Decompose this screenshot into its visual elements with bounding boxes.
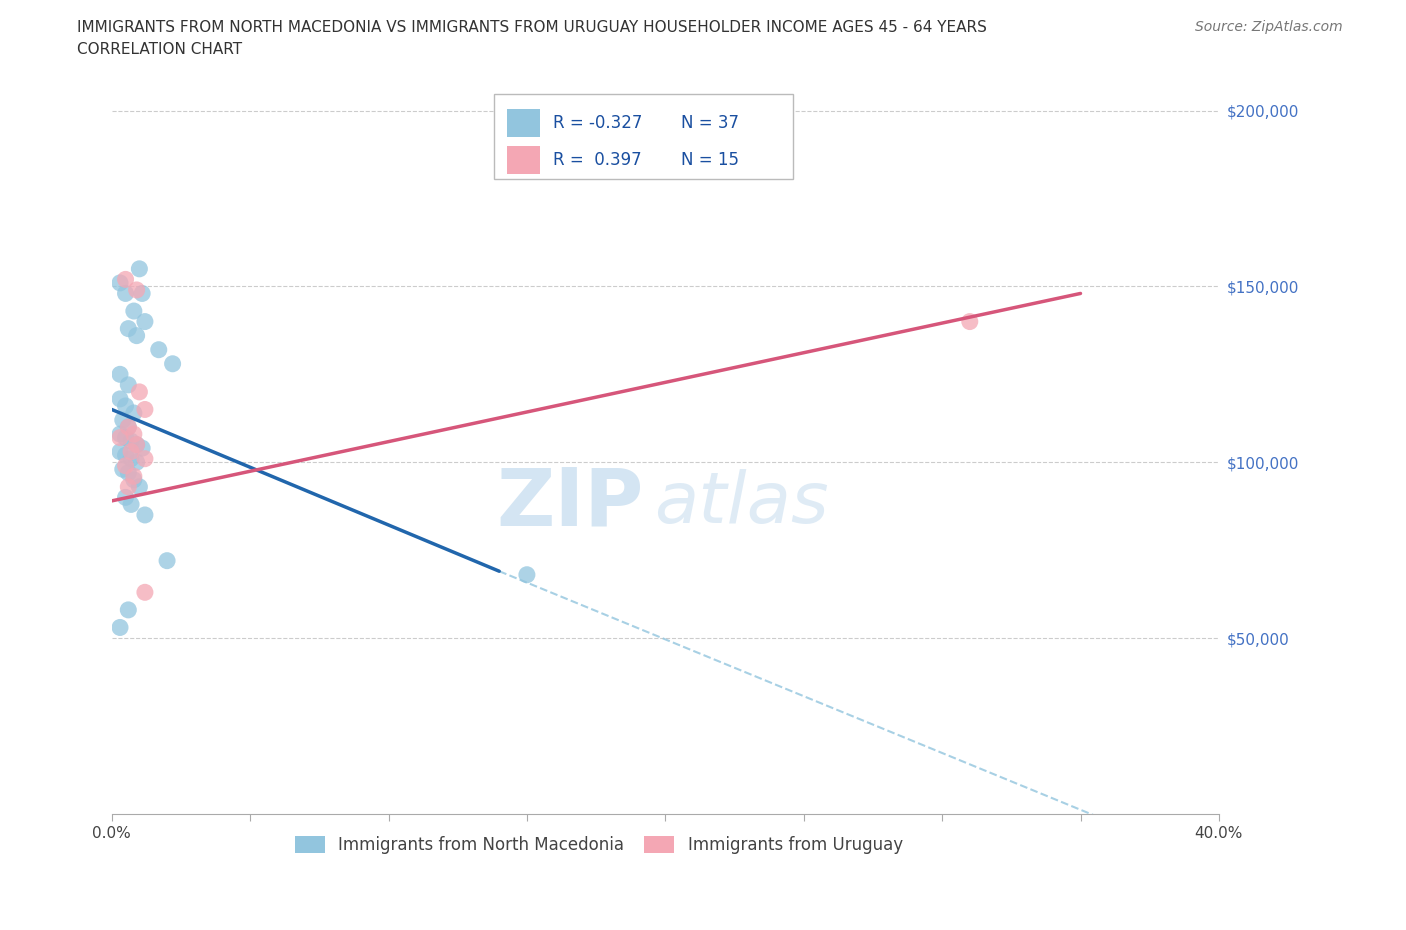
Point bbox=[134, 402, 156, 417]
Point bbox=[117, 419, 139, 434]
Point bbox=[114, 431, 136, 445]
Point bbox=[120, 497, 142, 512]
Point bbox=[108, 431, 131, 445]
Point bbox=[122, 469, 145, 484]
Point bbox=[148, 342, 170, 357]
Point bbox=[117, 321, 139, 336]
Point bbox=[108, 445, 131, 459]
Point bbox=[516, 567, 538, 582]
Point bbox=[128, 479, 150, 494]
Point bbox=[108, 366, 131, 381]
Point bbox=[114, 490, 136, 505]
Point bbox=[114, 447, 136, 462]
Point bbox=[114, 458, 136, 473]
Point bbox=[120, 445, 142, 459]
Point bbox=[156, 553, 179, 568]
Point bbox=[108, 392, 131, 406]
Text: IMMIGRANTS FROM NORTH MACEDONIA VS IMMIGRANTS FROM URUGUAY HOUSEHOLDER INCOME AG: IMMIGRANTS FROM NORTH MACEDONIA VS IMMIG… bbox=[77, 20, 987, 35]
FancyBboxPatch shape bbox=[508, 146, 540, 175]
Point bbox=[131, 286, 153, 301]
Point bbox=[117, 465, 139, 480]
Point bbox=[117, 378, 139, 392]
Point bbox=[108, 620, 131, 635]
Point bbox=[131, 441, 153, 456]
Point bbox=[108, 275, 131, 290]
Point bbox=[128, 261, 150, 276]
Point bbox=[134, 314, 156, 329]
Point bbox=[122, 472, 145, 487]
Legend: Immigrants from North Macedonia, Immigrants from Uruguay: Immigrants from North Macedonia, Immigra… bbox=[288, 830, 910, 861]
Text: atlas: atlas bbox=[654, 470, 830, 538]
Point bbox=[117, 479, 139, 494]
Text: N = 37: N = 37 bbox=[681, 114, 738, 132]
Point bbox=[117, 603, 139, 618]
Point bbox=[117, 419, 139, 434]
Point bbox=[114, 399, 136, 414]
Point bbox=[125, 283, 148, 298]
FancyBboxPatch shape bbox=[494, 94, 793, 179]
Point bbox=[125, 437, 148, 452]
Point bbox=[125, 455, 148, 470]
Text: N = 15: N = 15 bbox=[681, 152, 738, 169]
Point bbox=[134, 508, 156, 523]
Text: R = -0.327: R = -0.327 bbox=[554, 114, 643, 132]
Point bbox=[111, 413, 134, 428]
Text: ZIP: ZIP bbox=[496, 465, 643, 543]
Point bbox=[162, 356, 184, 371]
Point bbox=[120, 451, 142, 466]
Point bbox=[125, 437, 148, 452]
Point bbox=[108, 427, 131, 442]
Point bbox=[122, 405, 145, 420]
Point bbox=[134, 451, 156, 466]
Point bbox=[122, 303, 145, 318]
Point bbox=[120, 433, 142, 448]
Point bbox=[959, 314, 981, 329]
Text: CORRELATION CHART: CORRELATION CHART bbox=[77, 42, 242, 57]
Point bbox=[114, 272, 136, 286]
Point bbox=[125, 328, 148, 343]
Point bbox=[134, 585, 156, 600]
Point bbox=[111, 462, 134, 477]
FancyBboxPatch shape bbox=[508, 110, 540, 138]
Text: Source: ZipAtlas.com: Source: ZipAtlas.com bbox=[1195, 20, 1343, 34]
Point bbox=[128, 384, 150, 399]
Text: R =  0.397: R = 0.397 bbox=[554, 152, 643, 169]
Point bbox=[122, 427, 145, 442]
Point bbox=[114, 286, 136, 301]
